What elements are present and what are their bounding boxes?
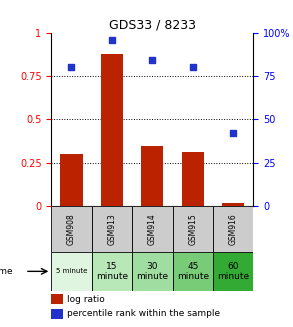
Bar	[132, 252, 173, 291]
Text: time: time	[0, 267, 13, 276]
Bar	[51, 309, 63, 319]
Bar	[92, 252, 132, 291]
Bar	[92, 206, 132, 252]
Text: GSM913: GSM913	[108, 213, 116, 245]
Point	[231, 131, 236, 136]
Text: log ratio: log ratio	[67, 295, 105, 303]
Text: 15
minute: 15 minute	[96, 262, 128, 281]
Text: GSM908: GSM908	[67, 213, 76, 245]
Point	[110, 37, 114, 42]
Bar	[51, 294, 63, 304]
Bar	[213, 206, 253, 252]
Bar	[173, 206, 213, 252]
Bar	[101, 54, 123, 206]
Bar	[60, 154, 83, 206]
Bar	[182, 152, 204, 206]
Text: 60
minute: 60 minute	[217, 262, 249, 281]
Bar	[213, 252, 253, 291]
Bar	[222, 203, 244, 206]
Text: 45
minute: 45 minute	[177, 262, 209, 281]
Text: GSM915: GSM915	[188, 213, 197, 245]
Text: GSM914: GSM914	[148, 213, 157, 245]
Text: GSM916: GSM916	[229, 213, 238, 245]
Point	[69, 65, 74, 70]
Text: 30
minute: 30 minute	[136, 262, 168, 281]
Bar	[132, 206, 173, 252]
Bar	[51, 252, 92, 291]
Bar	[173, 252, 213, 291]
Text: percentile rank within the sample: percentile rank within the sample	[67, 309, 221, 318]
Title: GDS33 / 8233: GDS33 / 8233	[109, 19, 196, 31]
Point	[190, 65, 195, 70]
Text: 5 minute: 5 minute	[56, 268, 87, 274]
Bar	[141, 146, 163, 206]
Point	[150, 58, 155, 63]
Bar	[51, 206, 92, 252]
